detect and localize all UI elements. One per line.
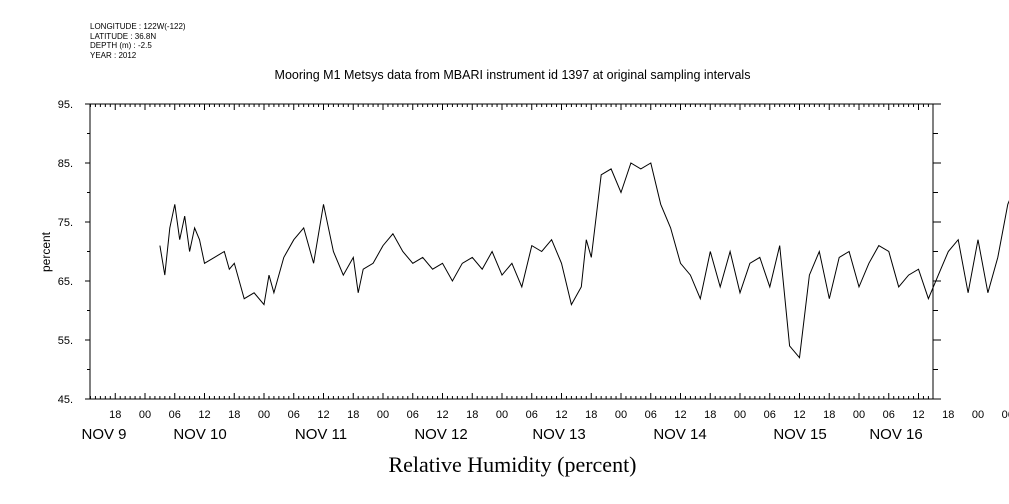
x-hour-label: 06: [883, 409, 895, 421]
y-axis-label: percent: [39, 231, 53, 272]
x-hour-label: 06: [169, 409, 181, 421]
x-day-label: NOV 16: [869, 426, 922, 443]
x-day-label: NOV 12: [414, 426, 467, 443]
x-hour-label: 12: [555, 409, 567, 421]
x-hour-label: 18: [704, 409, 716, 421]
x-hour-label: 00: [734, 409, 746, 421]
x-hour-label: 18: [942, 409, 954, 421]
x-hour-label: 06: [1002, 409, 1009, 421]
x-hour-label: 18: [585, 409, 597, 421]
latitude-text: LATITUDE : 36.8N: [90, 31, 157, 41]
y-axis: 45. 55. 65. 75. 85. 95.: [58, 99, 941, 406]
plot-frame: [89, 103, 934, 400]
x-hour-label: 12: [912, 409, 924, 421]
longitude-text: LONGITUDE : 122W(-122): [90, 22, 186, 31]
x-hour-label: 12: [674, 409, 686, 421]
x-hour-label: 06: [288, 409, 300, 421]
x-hour-label: 00: [377, 409, 389, 421]
x-hour-label: 18: [347, 409, 359, 421]
x-day-label: NOV 14: [653, 426, 706, 443]
y-tick-label: 85.: [58, 158, 73, 170]
x-hour-label: 00: [139, 409, 151, 421]
x-hour-label: 06: [645, 409, 657, 421]
y-tick-label: 75.: [58, 217, 73, 229]
x-axis: 18 00 06 12 18 00 06 12 18 00 06 12 18 00 06 12 18 00 06 12…: [81, 104, 1009, 443]
x-hour-label: 00: [615, 409, 627, 421]
x-hour-label: 18: [228, 409, 240, 421]
y-tick-label: 45.: [58, 394, 73, 406]
x-axis-label: Relative Humidity (percent): [388, 452, 637, 477]
x-hour-label: 06: [764, 409, 776, 421]
station-metadata: LONGITUDE : 122W(-122) LATITUDE : 36.8N …: [90, 22, 186, 60]
x-hour-label: 00: [972, 409, 984, 421]
y-tick-label: 95.: [58, 99, 73, 111]
x-hour-label: 00: [496, 409, 508, 421]
x-hour-label: 12: [793, 409, 805, 421]
x-hour-label: 06: [407, 409, 419, 421]
x-day-label: NOV 9: [81, 426, 126, 443]
x-day-label: NOV 13: [532, 426, 585, 443]
chart-title: Mooring M1 Metsys data from MBARI instru…: [274, 68, 751, 82]
y-tick-label: 55.: [58, 335, 73, 347]
year-text: YEAR : 2012: [90, 50, 137, 60]
y-tick-label: 65.: [58, 276, 73, 288]
x-hour-label: 12: [317, 409, 329, 421]
x-hour-label: 12: [198, 409, 210, 421]
x-hour-label: 06: [526, 409, 538, 421]
x-hour-label: 00: [853, 409, 865, 421]
x-day-label: NOV 10: [173, 426, 226, 443]
x-hour-label: 18: [823, 409, 835, 421]
x-hour-label: 00: [258, 409, 270, 421]
depth-text: DEPTH (m) : -2.5: [90, 41, 152, 51]
x-hour-label: 18: [109, 409, 121, 421]
x-day-label: NOV 15: [773, 426, 826, 443]
humidity-series-line: [159, 162, 1009, 359]
x-hour-label: 18: [466, 409, 478, 421]
x-hour-label: 12: [436, 409, 448, 421]
x-day-label: NOV 11: [295, 426, 347, 443]
